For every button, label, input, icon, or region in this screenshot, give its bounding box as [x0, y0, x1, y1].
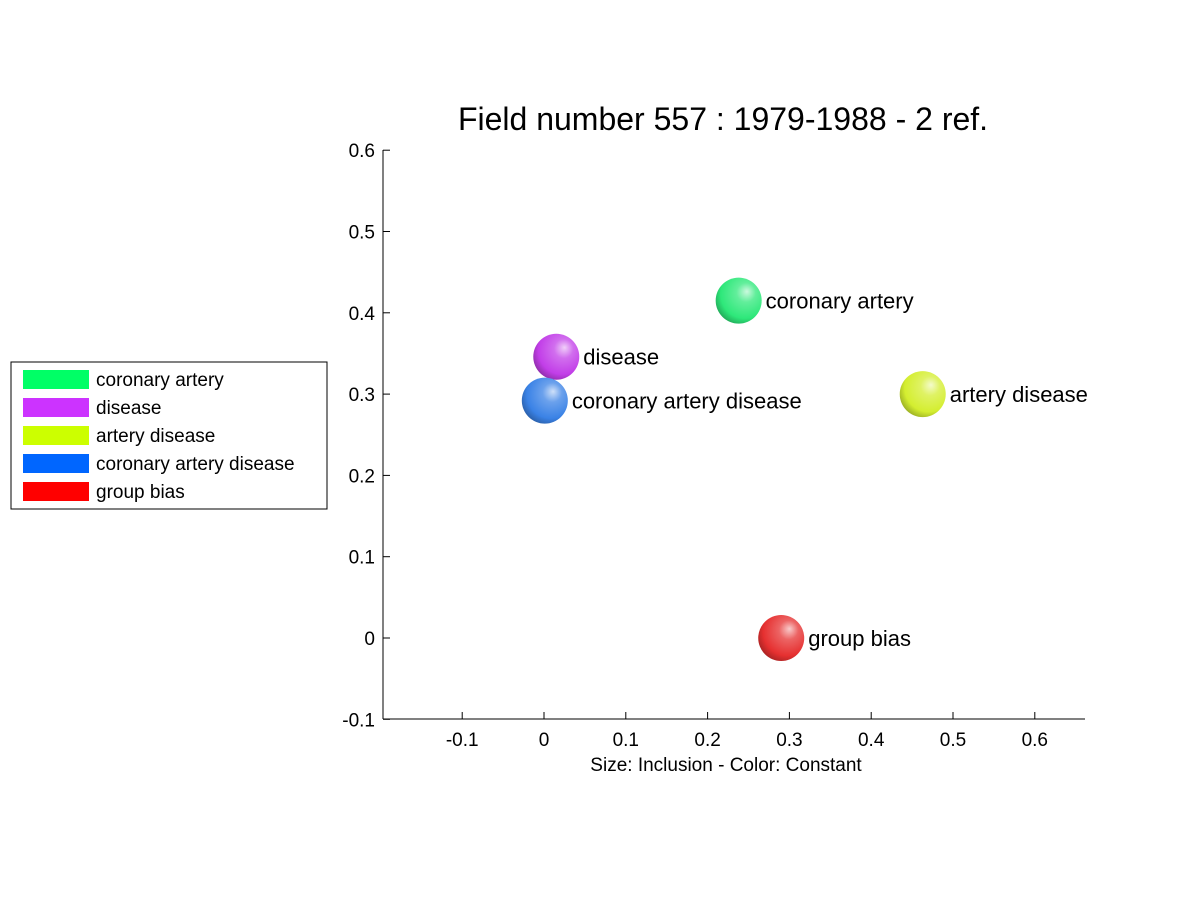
point-labels: coronary artery disease artery disease coro… [572, 289, 1088, 651]
legend-swatch [23, 454, 89, 473]
axes [382, 150, 1085, 720]
legend-label: coronary artery [96, 370, 224, 391]
legend-label: artery disease [96, 426, 215, 447]
x-tick-label: 0.1 [613, 730, 639, 751]
x-tick-label: 0.5 [940, 730, 966, 751]
x-tick-label: 0.3 [776, 730, 802, 751]
x-tick-label: 0.6 [1022, 730, 1048, 751]
data-point [533, 333, 580, 380]
y-tick-label: 0.3 [349, 385, 375, 406]
data-point [758, 615, 805, 661]
legend-swatch [23, 482, 89, 501]
point-label: coronary artery [766, 289, 914, 314]
legend-swatch [23, 426, 89, 445]
data-point [715, 277, 762, 324]
y-tick-label: 0.2 [349, 466, 375, 487]
point-label: artery disease [950, 382, 1088, 407]
x-tick-label: -0.1 [446, 730, 479, 751]
data-point [899, 371, 946, 418]
x-axis-label: Size: Inclusion - Color: Constant [590, 755, 862, 776]
data-points [521, 277, 946, 661]
legend-label: group bias [96, 482, 185, 503]
point-label: coronary artery disease [572, 389, 802, 414]
y-tick-label: 0 [364, 629, 375, 650]
point-label: group bias [808, 626, 911, 651]
x-tick-label: 0 [539, 730, 550, 751]
data-point [521, 377, 568, 424]
legend-swatch [23, 370, 89, 389]
y-tick-label: 0.5 [349, 223, 375, 244]
x-tick-label: 0.2 [694, 730, 720, 751]
x-ticks: -0.1 0 0.1 0.2 0.3 0.4 0.5 0.6 [446, 712, 1048, 751]
y-tick-label: -0.1 [342, 710, 375, 731]
point-label: disease [583, 345, 659, 370]
legend-label: disease [96, 398, 162, 419]
legend-swatch [23, 398, 89, 417]
y-ticks: -0.1 0 0.1 0.2 0.3 0.4 0.5 0.6 [342, 141, 390, 731]
y-tick-label: 0.4 [349, 304, 376, 325]
y-tick-label: 0.1 [349, 548, 375, 569]
chart-title: Field number 557 : 1979-1988 - 2 ref. [458, 101, 988, 137]
x-tick-label: 0.4 [858, 730, 885, 751]
legend: coronary artery disease artery disease coro… [10, 361, 328, 510]
legend-label: coronary artery disease [96, 454, 295, 475]
y-tick-label: 0.6 [349, 141, 375, 162]
